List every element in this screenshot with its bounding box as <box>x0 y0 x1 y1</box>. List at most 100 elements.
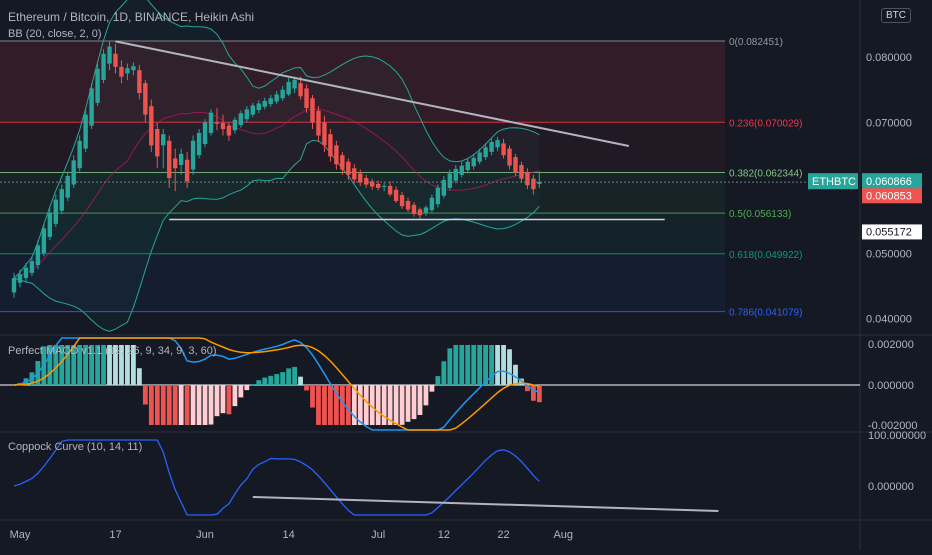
candle-body <box>435 187 441 205</box>
macd-histogram-bar <box>47 345 53 385</box>
macd-histogram-bar <box>393 385 399 425</box>
fib-zones <box>0 41 725 312</box>
macd-histogram-bar <box>441 361 447 385</box>
time-tick-label: Jun <box>196 529 214 541</box>
macd-histogram-bar <box>387 385 393 425</box>
macd-histogram-bar <box>339 385 345 425</box>
candle-body <box>113 53 118 67</box>
candle-body <box>459 165 464 175</box>
macd-histogram-bar <box>405 385 411 422</box>
macd-histogram-bar <box>232 385 238 407</box>
axes: 0.080000 0.070000 0.050000 0.040000 ETHBTC 0.… <box>10 52 922 541</box>
fib-level-label: 0.382(0.062344) <box>729 169 802 180</box>
candle-body <box>125 68 130 74</box>
price-tag-2 <box>862 188 922 204</box>
macd-histogram-bar <box>310 385 315 408</box>
time-tick-label: 22 <box>497 529 509 541</box>
candle-body <box>11 278 17 293</box>
candle-body <box>304 88 309 109</box>
macd-histogram-bar <box>113 345 118 385</box>
candle-body <box>53 199 58 224</box>
macd-histogram-bar <box>154 385 160 425</box>
macd-histogram-bar <box>244 385 250 391</box>
time-tick-label: 12 <box>438 529 450 541</box>
bb-indicator-label[interactable]: BB (20, close, 2, 0) <box>8 28 102 40</box>
macd-histogram-bar <box>489 345 494 385</box>
candle-body <box>244 109 250 120</box>
fib-level-label: 0.5(0.056133) <box>729 209 791 220</box>
macd-signal-line <box>13 337 540 431</box>
candle-body <box>262 100 267 107</box>
candle-body <box>137 70 142 94</box>
candle-body <box>71 160 76 185</box>
macd-histogram-bar <box>172 385 178 425</box>
coppock-curve <box>13 439 540 516</box>
candle-body <box>202 122 208 145</box>
macd-histogram-bar <box>208 385 214 425</box>
candle-body <box>399 195 405 207</box>
macd-histogram-bar <box>322 385 327 425</box>
candle-body <box>483 147 488 158</box>
macd-histogram-bar <box>280 372 286 385</box>
candle-body <box>29 261 35 273</box>
candle-body <box>525 172 530 186</box>
macd-histogram-bar <box>89 345 95 385</box>
candle-body <box>340 155 345 170</box>
time-tick-label: Aug <box>553 529 573 541</box>
macd-histogram-bar <box>11 385 17 386</box>
macd-histogram-bar <box>465 345 471 385</box>
macd-histogram-bar <box>196 385 202 425</box>
candle-body <box>316 110 321 136</box>
currency-badge[interactable]: BTC <box>881 8 911 23</box>
fib-level-label: 0.236(0.070029) <box>729 118 802 129</box>
macd-histogram-bar <box>435 376 441 385</box>
fib-levels: 0(0.082451) 0.236(0.070029) 0.382(0.062344… <box>0 37 802 319</box>
macd-histogram-bar <box>107 345 112 385</box>
ticker-tag-text: ETHBTC <box>812 176 856 188</box>
macd-indicator-label[interactable]: Perfect MACD v1.1 (12, 26, 9, 34, 9, 3, … <box>8 345 217 357</box>
candle-body <box>77 140 82 169</box>
candle-body <box>101 53 106 80</box>
candle-body <box>89 88 94 126</box>
candle-body <box>429 197 435 211</box>
candle-body <box>537 181 542 184</box>
macd-histogram-bar <box>501 345 506 385</box>
macd-histogram-bar <box>226 385 232 415</box>
macd-histogram-bar <box>423 385 429 406</box>
candle-body <box>208 112 214 133</box>
candle-body <box>387 185 393 195</box>
macd-histogram-bar <box>148 385 154 425</box>
macd-histogram-bar <box>429 385 435 392</box>
macd-histogram-bar <box>507 349 512 385</box>
macd-histogram-bar <box>286 368 292 385</box>
macd-histogram-bar <box>369 385 375 425</box>
candle-body <box>83 114 88 149</box>
macd-histogram-bar <box>292 366 297 385</box>
macd-histogram-bar <box>83 345 89 385</box>
candle-body <box>334 145 339 165</box>
macd-histogram-bar <box>59 345 65 385</box>
macd-tick-label: 0.002000 <box>868 339 914 351</box>
price-tick-label: 0.040000 <box>866 314 912 326</box>
candle-body <box>453 168 458 181</box>
candle-body <box>358 173 363 183</box>
macd-histogram-bar <box>399 385 405 425</box>
fib-zone <box>0 41 725 123</box>
candle-body <box>519 164 524 179</box>
macd-histogram-bar <box>477 345 483 385</box>
fib-level-label: 0.618(0.049922) <box>729 250 802 261</box>
coppock-indicator-label[interactable]: Coppock Curve (10, 14, 11) <box>8 441 143 453</box>
macd-histogram-bar <box>220 385 226 414</box>
candle-body <box>328 134 333 157</box>
candle-body <box>495 140 500 148</box>
candle-body <box>65 176 70 198</box>
price-tick-label: 0.050000 <box>866 248 912 260</box>
candle-body <box>250 105 255 115</box>
candle-body <box>214 122 220 124</box>
candle-body <box>370 181 375 187</box>
macd-histogram-bar <box>125 345 130 385</box>
candle-body <box>167 140 172 179</box>
